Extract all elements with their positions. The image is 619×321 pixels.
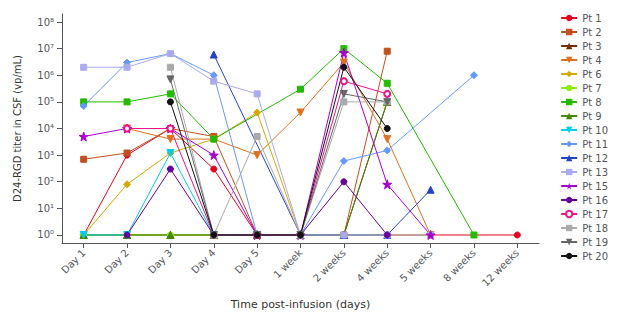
svg-text:Pt 17: Pt 17 — [582, 209, 608, 220]
svg-text:Pt 2: Pt 2 — [582, 27, 602, 38]
svg-text:1 week: 1 week — [271, 247, 304, 280]
svg-text:Pt 20: Pt 20 — [582, 251, 608, 262]
svg-text:Pt 15: Pt 15 — [582, 181, 608, 192]
svg-text:Pt 11: Pt 11 — [582, 139, 608, 150]
svg-text:Pt 9: Pt 9 — [582, 111, 602, 122]
svg-text:Pt 13: Pt 13 — [582, 167, 608, 178]
svg-text:Day 2: Day 2 — [102, 247, 130, 275]
svg-text:10⁵: 10⁵ — [37, 96, 54, 107]
svg-text:10⁶: 10⁶ — [37, 70, 54, 81]
svg-text:10⁴: 10⁴ — [37, 123, 54, 134]
svg-text:Pt 19: Pt 19 — [582, 237, 608, 248]
svg-text:2 weeks: 2 weeks — [311, 247, 348, 284]
svg-text:10⁷: 10⁷ — [37, 43, 54, 54]
svg-text:Time post-infusion (days): Time post-infusion (days) — [230, 298, 371, 311]
svg-text:10⁰: 10⁰ — [37, 229, 54, 240]
svg-text:10³: 10³ — [37, 150, 54, 161]
svg-text:Pt 8: Pt 8 — [582, 97, 602, 108]
svg-text:Pt 4: Pt 4 — [582, 55, 602, 66]
svg-text:Day 4: Day 4 — [189, 247, 217, 275]
svg-text:Pt 6: Pt 6 — [582, 69, 602, 80]
svg-text:Pt 1: Pt 1 — [582, 13, 602, 24]
svg-text:5 weeks: 5 weeks — [398, 247, 435, 284]
svg-text:Day 1: Day 1 — [59, 247, 87, 275]
svg-text:4 weeks: 4 weeks — [354, 247, 391, 284]
svg-text:Day 5: Day 5 — [233, 247, 261, 275]
svg-text:10²: 10² — [37, 176, 54, 187]
svg-text:Day 3: Day 3 — [146, 247, 174, 275]
svg-text:Pt 10: Pt 10 — [582, 125, 608, 136]
svg-text:10⁸: 10⁸ — [37, 17, 54, 28]
svg-text:Pt 12: Pt 12 — [582, 153, 608, 164]
svg-text:10¹: 10¹ — [37, 203, 54, 214]
svg-text:Pt 18: Pt 18 — [582, 223, 608, 234]
svg-text:8 weeks: 8 weeks — [441, 247, 478, 284]
svg-text:Pt 3: Pt 3 — [582, 41, 602, 52]
svg-text:12 weeks: 12 weeks — [480, 247, 521, 288]
svg-text:Pt 7: Pt 7 — [582, 83, 602, 94]
svg-text:Pt 16: Pt 16 — [582, 195, 608, 206]
svg-text:D24-RGD titer in CSF (vp/mL): D24-RGD titer in CSF (vp/mL) — [12, 55, 23, 202]
